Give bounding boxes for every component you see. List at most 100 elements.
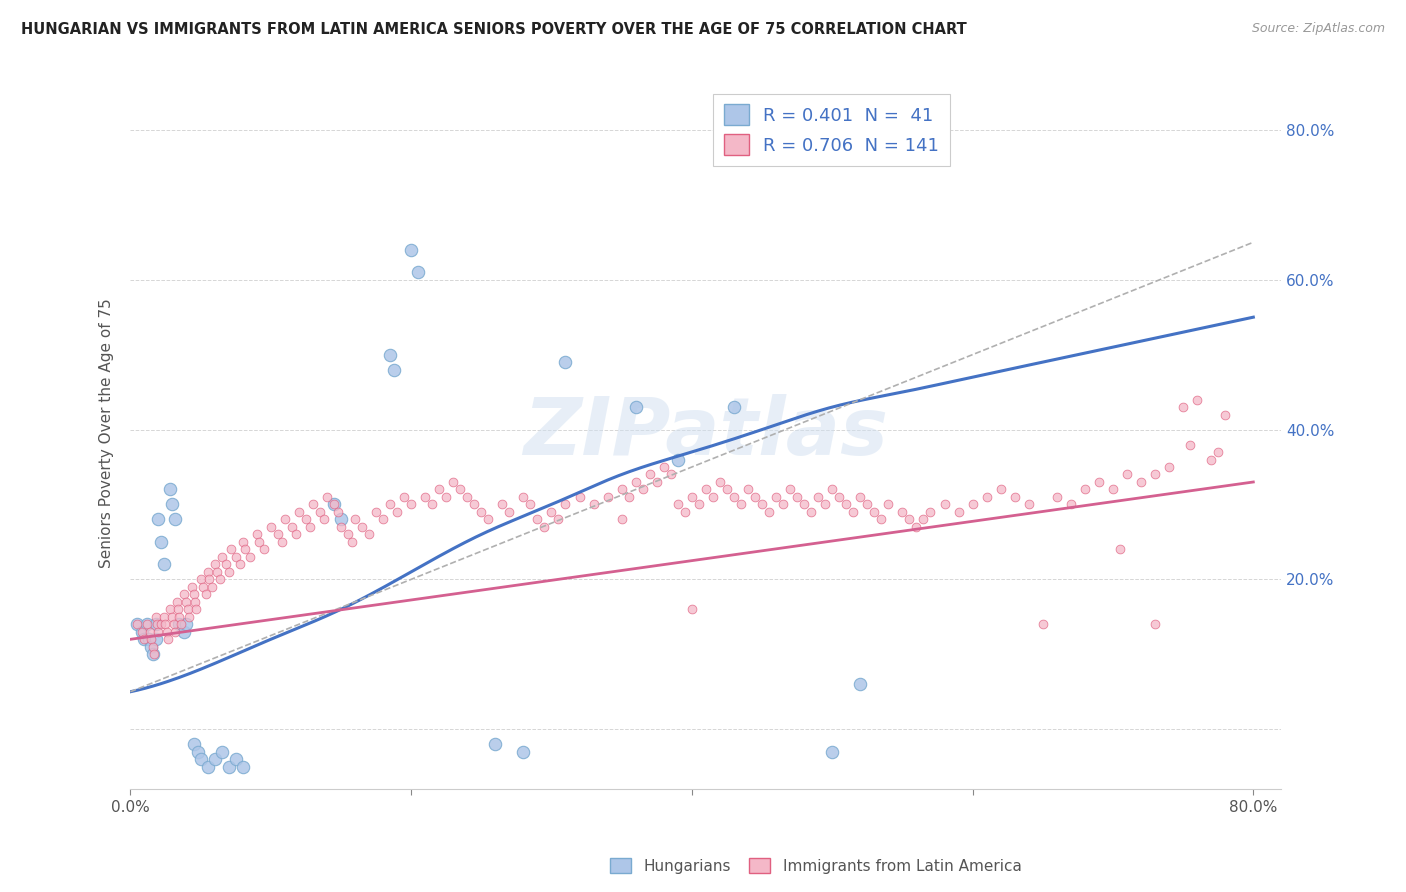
Point bbox=[173, 587, 195, 601]
Point bbox=[842, 505, 865, 519]
Point bbox=[148, 512, 170, 526]
Point bbox=[554, 355, 576, 369]
Point bbox=[165, 512, 187, 526]
Point bbox=[1046, 490, 1069, 504]
Point bbox=[596, 490, 619, 504]
Point bbox=[744, 490, 766, 504]
Point bbox=[285, 527, 308, 541]
Point bbox=[329, 512, 352, 526]
Point bbox=[315, 490, 337, 504]
Point bbox=[260, 520, 283, 534]
Point bbox=[1178, 437, 1201, 451]
Point bbox=[420, 498, 443, 512]
Point bbox=[772, 498, 794, 512]
Point bbox=[849, 490, 872, 504]
Point bbox=[364, 505, 387, 519]
Point bbox=[990, 483, 1012, 497]
Point bbox=[169, 617, 191, 632]
Point bbox=[413, 490, 436, 504]
Point bbox=[828, 490, 851, 504]
Point bbox=[169, 610, 191, 624]
Point bbox=[1199, 452, 1222, 467]
Point bbox=[145, 632, 167, 647]
Point bbox=[652, 460, 675, 475]
Point bbox=[645, 475, 668, 489]
Point bbox=[301, 498, 323, 512]
Point bbox=[187, 745, 209, 759]
Point bbox=[198, 573, 221, 587]
Point bbox=[322, 498, 344, 512]
Point bbox=[905, 520, 928, 534]
Point bbox=[167, 602, 190, 616]
Point bbox=[225, 549, 247, 564]
Point bbox=[807, 490, 830, 504]
Point bbox=[568, 490, 591, 504]
Point bbox=[145, 610, 167, 624]
Point bbox=[246, 527, 269, 541]
Point bbox=[863, 505, 886, 519]
Point bbox=[695, 483, 717, 497]
Point bbox=[274, 512, 297, 526]
Point bbox=[131, 624, 153, 639]
Point bbox=[723, 490, 745, 504]
Point bbox=[378, 498, 401, 512]
Point bbox=[477, 512, 499, 526]
Point bbox=[751, 498, 773, 512]
Point bbox=[173, 624, 195, 639]
Point bbox=[142, 640, 165, 654]
Point bbox=[849, 677, 872, 691]
Point bbox=[730, 498, 752, 512]
Point bbox=[898, 512, 921, 526]
Point bbox=[141, 640, 163, 654]
Point bbox=[624, 475, 647, 489]
Point bbox=[814, 498, 837, 512]
Point bbox=[195, 587, 218, 601]
Point bbox=[1060, 498, 1083, 512]
Point bbox=[155, 617, 177, 632]
Point bbox=[934, 498, 956, 512]
Point bbox=[235, 542, 257, 557]
Point bbox=[340, 535, 363, 549]
Point bbox=[378, 348, 401, 362]
Point bbox=[322, 498, 344, 512]
Point bbox=[765, 490, 787, 504]
Point bbox=[434, 490, 457, 504]
Point bbox=[441, 475, 464, 489]
Point bbox=[190, 573, 212, 587]
Point bbox=[737, 483, 759, 497]
Point bbox=[1144, 467, 1167, 482]
Point bbox=[392, 490, 415, 504]
Point bbox=[177, 602, 200, 616]
Point bbox=[821, 483, 844, 497]
Point bbox=[666, 452, 689, 467]
Point bbox=[142, 648, 165, 662]
Point bbox=[912, 512, 935, 526]
Point bbox=[920, 505, 942, 519]
Point bbox=[399, 243, 422, 257]
Point bbox=[134, 632, 156, 647]
Point bbox=[512, 490, 534, 504]
Point bbox=[554, 498, 576, 512]
Point bbox=[1088, 475, 1111, 489]
Point bbox=[463, 498, 485, 512]
Point bbox=[779, 483, 801, 497]
Point bbox=[232, 535, 254, 549]
Point bbox=[218, 759, 240, 773]
Point bbox=[350, 520, 373, 534]
Point bbox=[1074, 483, 1097, 497]
Point bbox=[343, 512, 366, 526]
Legend: Hungarians, Immigrants from Latin America: Hungarians, Immigrants from Latin Americ… bbox=[603, 852, 1028, 880]
Point bbox=[357, 527, 380, 541]
Point bbox=[427, 483, 450, 497]
Point bbox=[211, 549, 233, 564]
Point bbox=[215, 558, 238, 572]
Point bbox=[141, 632, 163, 647]
Point bbox=[1144, 617, 1167, 632]
Y-axis label: Seniors Poverty Over the Age of 75: Seniors Poverty Over the Age of 75 bbox=[100, 299, 114, 568]
Point bbox=[179, 610, 201, 624]
Point bbox=[239, 549, 262, 564]
Point bbox=[281, 520, 304, 534]
Point bbox=[221, 542, 243, 557]
Point bbox=[181, 580, 204, 594]
Legend: R = 0.401  N =  41, R = 0.706  N = 141: R = 0.401 N = 41, R = 0.706 N = 141 bbox=[713, 94, 950, 166]
